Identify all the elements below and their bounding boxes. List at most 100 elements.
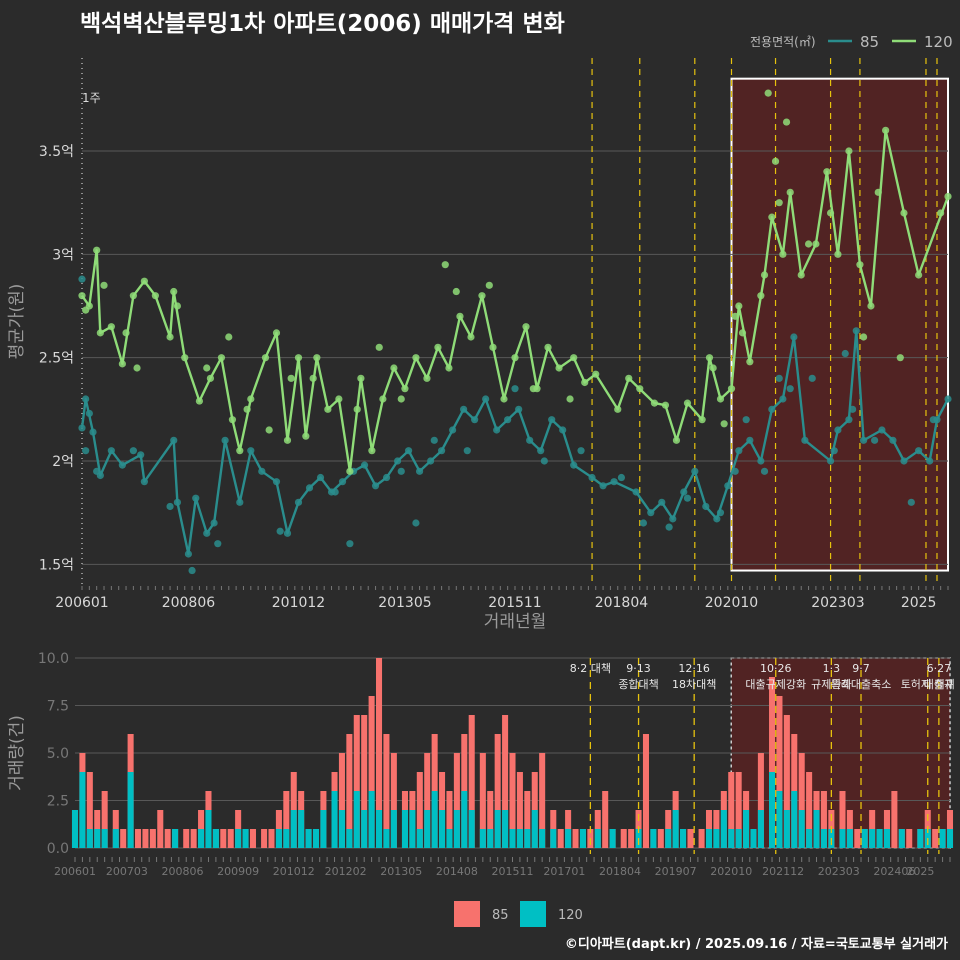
data-point <box>192 494 200 502</box>
data-point <box>871 436 879 444</box>
data-point <box>738 329 747 337</box>
volume-bar-120 <box>728 829 735 848</box>
data-point <box>100 281 108 289</box>
volume-x-tick-label: 201202 <box>325 865 367 878</box>
volume-bar-85 <box>524 791 531 848</box>
y-tick-label: 2.5억 <box>39 351 74 367</box>
data-point <box>746 358 754 366</box>
legend-label-85: 85 <box>860 33 879 51</box>
data-point <box>203 364 211 372</box>
volume-y-tick-label: 7.5 <box>47 699 69 715</box>
volume-y-tick-label: 0.0 <box>47 841 69 857</box>
volume-bar-120 <box>468 810 475 848</box>
volume-bar-120 <box>650 829 657 848</box>
data-point <box>452 287 460 296</box>
volume-bar-85 <box>494 734 501 848</box>
volume-bar-85 <box>620 829 627 848</box>
data-point <box>775 374 783 382</box>
data-point <box>247 447 255 455</box>
x-tick-label: 201012 <box>272 595 325 611</box>
data-point <box>500 395 508 403</box>
volume-bar-85 <box>101 791 108 848</box>
data-point <box>823 168 831 176</box>
volume-bar-120 <box>524 829 531 848</box>
data-point <box>449 426 457 434</box>
data-point <box>522 323 530 331</box>
data-point <box>133 364 141 372</box>
data-point <box>346 467 354 475</box>
volume-bar-120 <box>898 829 905 848</box>
volume-bar-120 <box>783 810 790 848</box>
y-tick-label: 3억 <box>52 247 74 263</box>
policy-note: 9·7 <box>852 662 870 675</box>
volume-bar-120 <box>680 829 687 848</box>
volume-bar-120 <box>502 810 509 848</box>
volume-bar-85 <box>183 829 190 848</box>
volume-bar-120 <box>283 829 290 848</box>
data-point <box>170 436 178 444</box>
volume-bar-85 <box>557 829 564 848</box>
data-point <box>683 399 692 407</box>
data-point <box>735 447 743 455</box>
volume-bar-85 <box>164 829 171 848</box>
data-point <box>826 457 835 465</box>
volume-bar-120 <box>439 810 446 848</box>
data-point <box>305 484 314 492</box>
data-point <box>166 333 174 341</box>
policy-note: 10·26 <box>760 662 792 675</box>
data-point <box>581 378 589 387</box>
volume-bar-120 <box>127 772 134 848</box>
legend-label-120: 120 <box>924 33 953 51</box>
volume-bar-85 <box>383 734 390 848</box>
volume-bar-120 <box>383 829 390 848</box>
x-tick-label: 201305 <box>378 595 431 611</box>
volume-bar-120 <box>479 829 486 848</box>
data-point <box>683 494 692 502</box>
data-point <box>445 364 453 372</box>
volume-y-tick-label: 2.5 <box>47 794 69 810</box>
volume-bar-120 <box>331 791 338 848</box>
volume-bar-85 <box>261 829 268 848</box>
volume-bar-120 <box>939 829 946 848</box>
volume-bar-120 <box>776 791 783 848</box>
volume-bar-120 <box>401 810 408 848</box>
data-point <box>540 457 548 465</box>
data-point <box>709 364 717 372</box>
data-point <box>463 447 471 455</box>
data-point <box>397 467 405 475</box>
data-point <box>926 457 934 465</box>
volume-bar-120 <box>409 810 416 848</box>
data-point <box>610 478 618 486</box>
data-point <box>900 457 908 465</box>
volume-bar-120 <box>876 829 883 848</box>
data-point <box>669 515 677 523</box>
volume-bar-120 <box>312 829 320 848</box>
data-point <box>944 192 952 201</box>
data-point <box>647 509 655 517</box>
volume-bar-120 <box>361 810 368 848</box>
volume-bar-85 <box>346 734 353 848</box>
data-point <box>804 240 813 248</box>
volume-bar-120 <box>609 829 616 848</box>
volume-x-tick-label: 201408 <box>436 865 478 878</box>
data-point <box>735 302 743 310</box>
volume-bar-85 <box>424 753 431 848</box>
data-point <box>731 312 739 320</box>
volume-bar-85 <box>479 753 486 848</box>
data-point <box>559 426 567 434</box>
volume-bar-85 <box>539 753 546 848</box>
data-point <box>272 478 281 486</box>
volume-bar-120 <box>172 829 179 848</box>
data-point <box>96 329 104 337</box>
volume-bar-85 <box>120 829 127 848</box>
data-point <box>107 447 115 455</box>
y-tick-label: 3.5억 <box>39 144 74 160</box>
volume-bar-120 <box>735 829 742 848</box>
volume-bar-85 <box>249 829 256 848</box>
volume-bar-120 <box>453 810 460 848</box>
data-point <box>412 354 420 362</box>
data-point <box>276 527 284 535</box>
data-point <box>900 209 908 217</box>
volume-bar-120 <box>487 829 494 848</box>
volume-bar-85 <box>157 810 164 848</box>
